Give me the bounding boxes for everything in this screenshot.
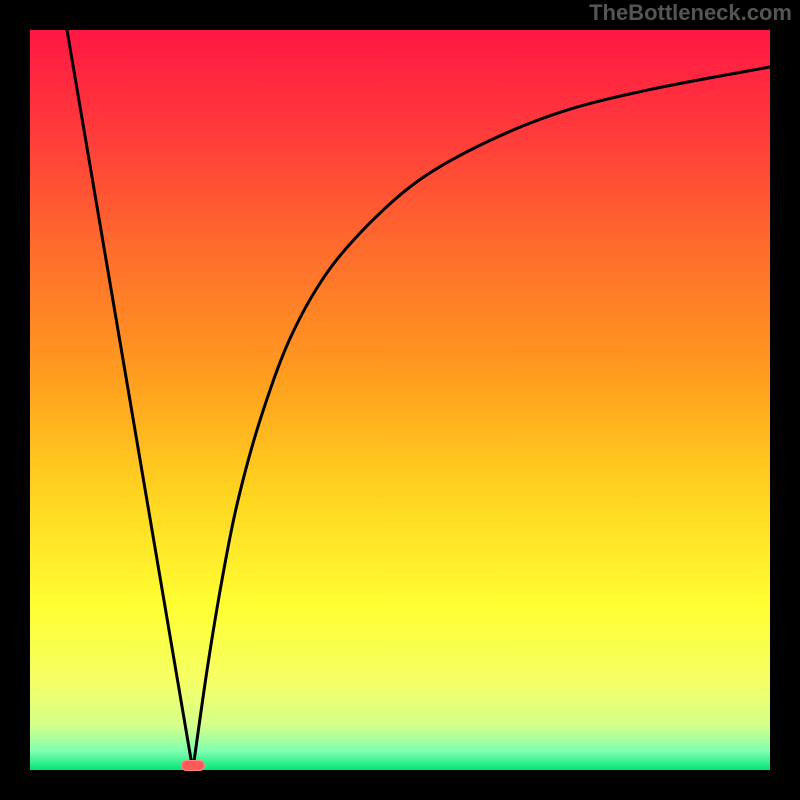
watermark-label: TheBottleneck.com bbox=[589, 0, 792, 26]
bottleneck-curve bbox=[30, 30, 770, 770]
optimal-marker bbox=[181, 760, 205, 770]
chart-canvas: TheBottleneck.com bbox=[0, 0, 800, 800]
plot-area bbox=[30, 30, 770, 770]
